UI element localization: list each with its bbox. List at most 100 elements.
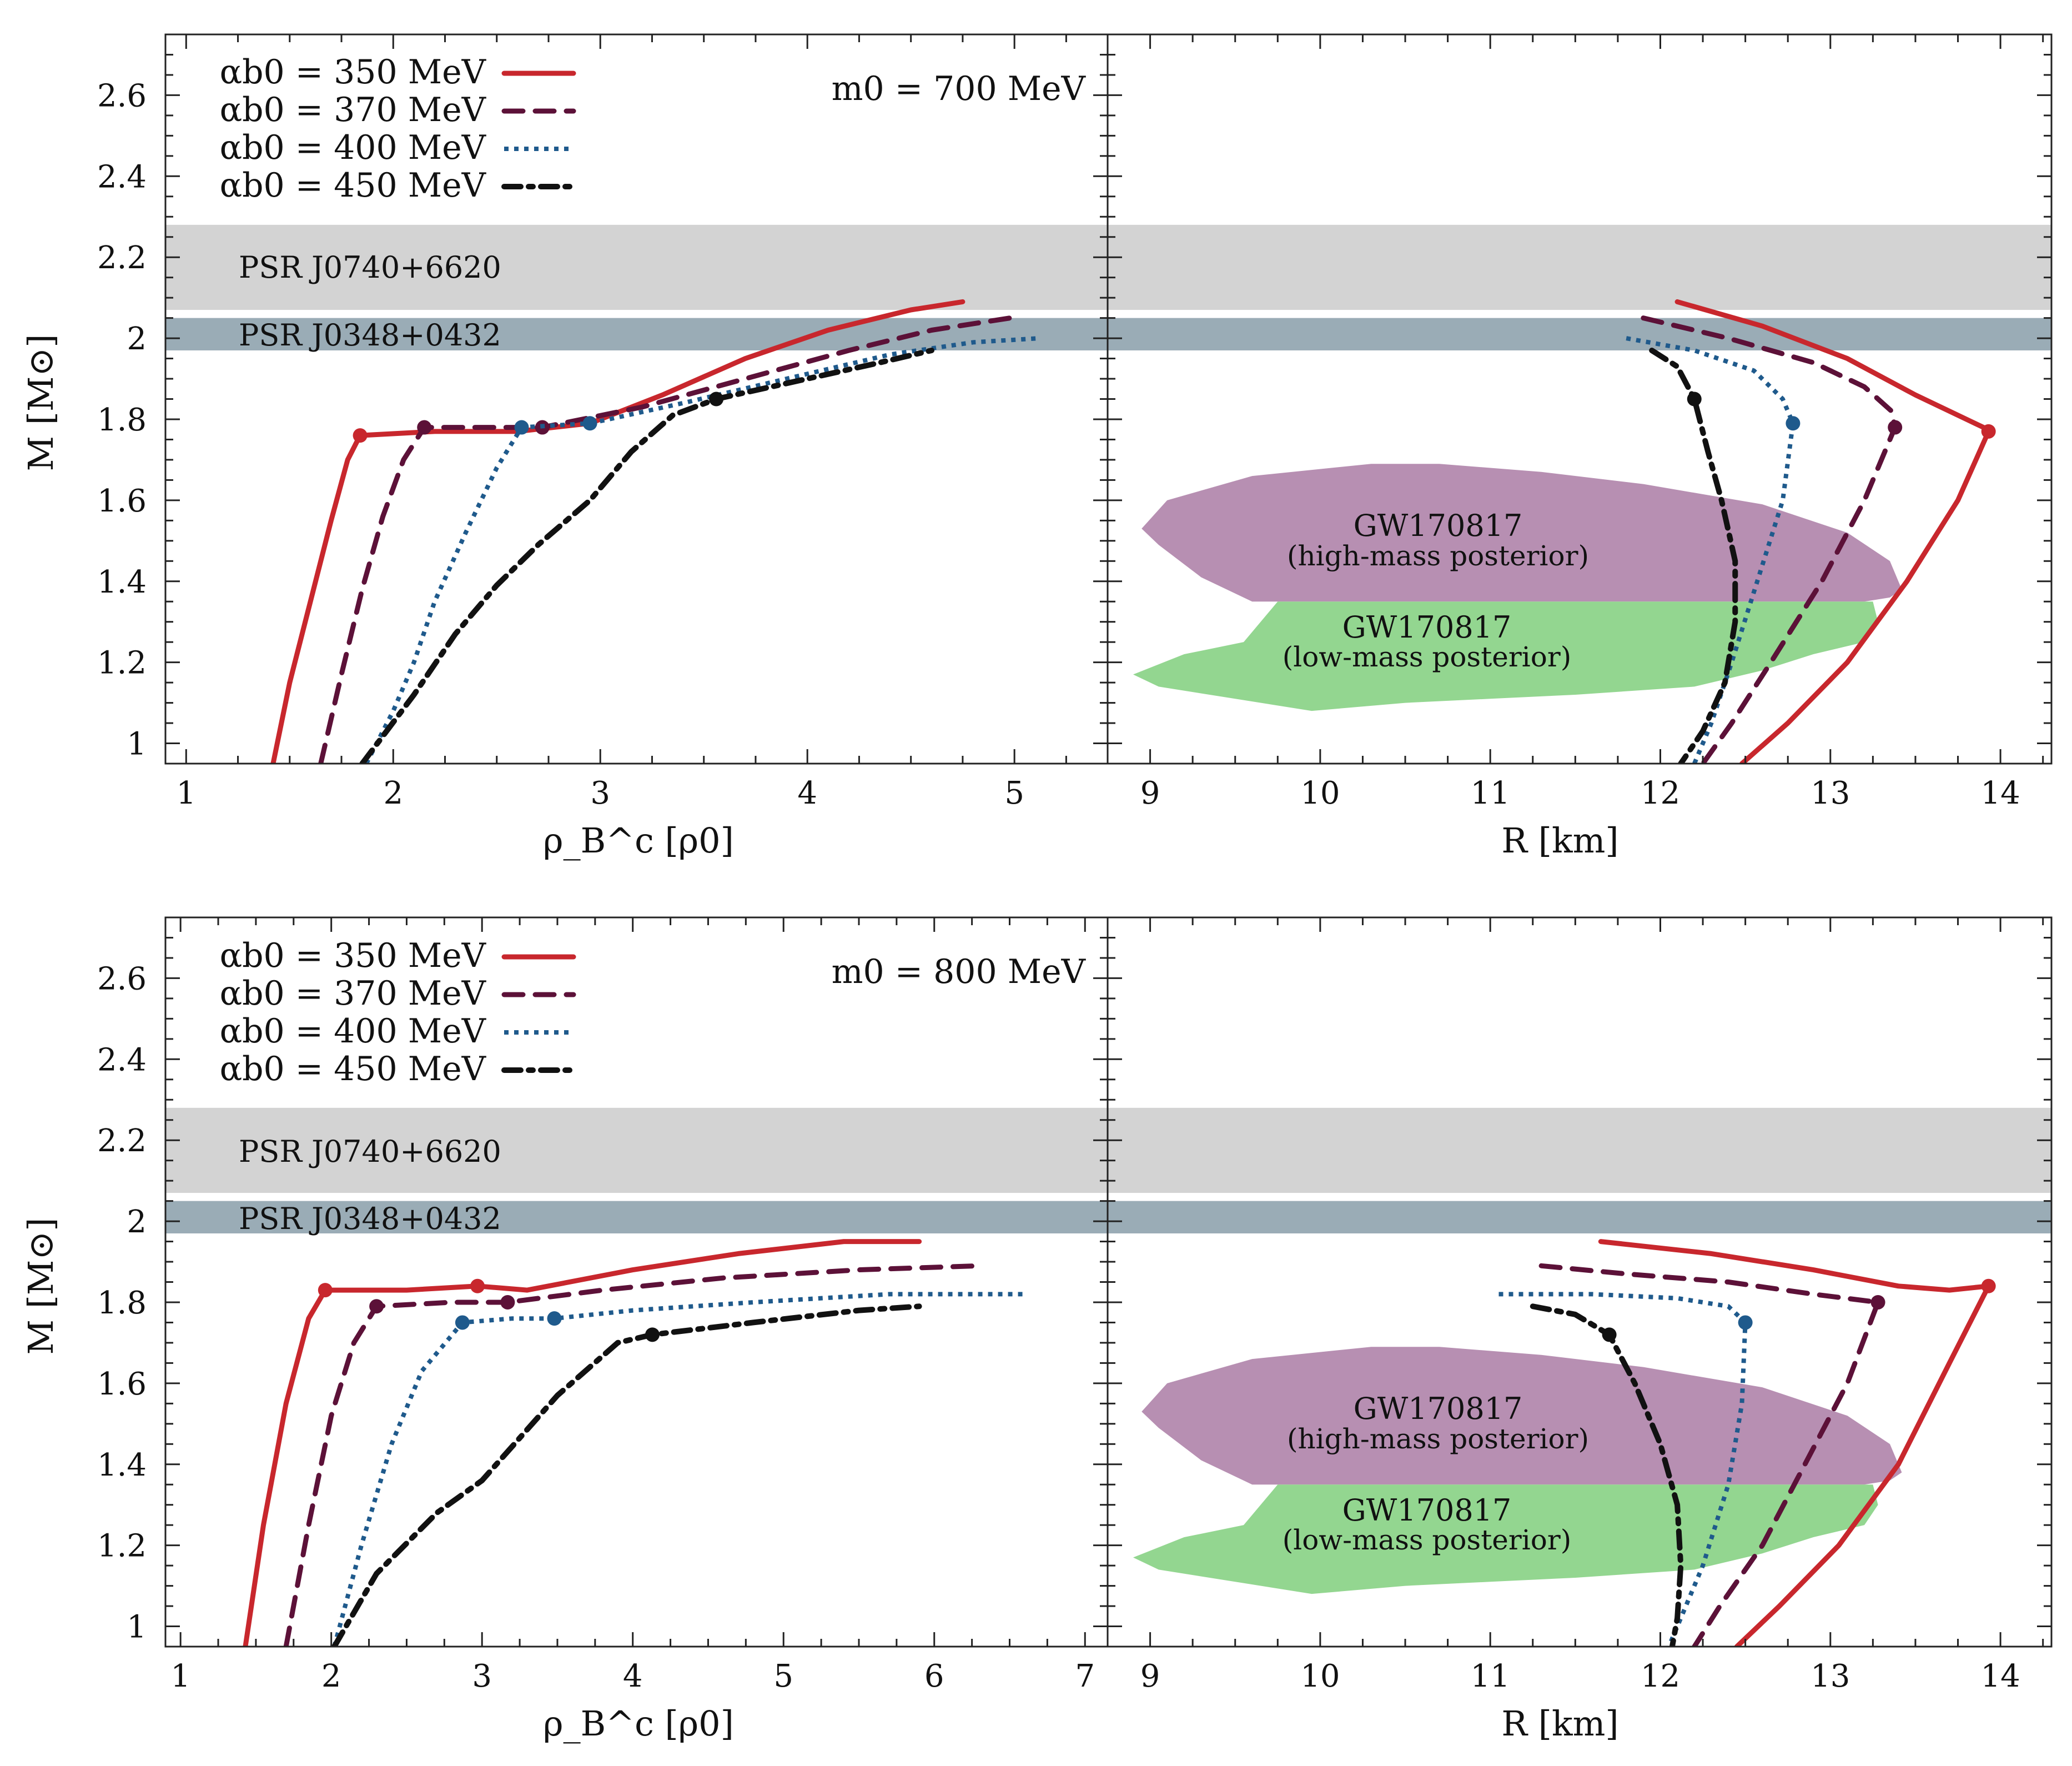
gw-low-sub-bottom: (low-mass posterior) [1283,1524,1572,1556]
x-axis-title-top-left: ρ_B^c [ρ0] [543,820,734,861]
gw-low-label-bottom: GW170817 [1342,1493,1512,1528]
gw-low-label-top: GW170817 [1342,610,1512,645]
series-marker-b0-450-mev-0 [645,1327,660,1342]
y-tick-label: 2 [127,321,147,357]
x-axis-title-bottom-left: ρ_B^c [ρ0] [543,1703,734,1744]
panel-bottom-right: 9 10 11 12 13 14 [1107,916,2053,1694]
series-marker-b0-450-mev-0 [1687,392,1702,407]
x-tick-label: 14 [1980,775,2020,811]
band-psr-j0740 [1108,224,2051,310]
x-tick-label: 9 [1140,775,1160,811]
x-tick-label: 13 [1811,775,1850,811]
x-tick-label: 10 [1300,1658,1340,1694]
y-tick-label: 1 [127,726,147,762]
y-tick-label: 1.2 [97,645,147,681]
series-line-b0-400-mev [1498,1292,1748,1647]
psr-j0348-label-bottom: PSR J0348+0432 [239,1201,501,1236]
x-tick-label: 1 [176,775,196,811]
x-tick-label: 2 [383,775,403,811]
panel-top-right: 9 10 11 12 13 14 [1107,33,2053,811]
x-tick-label: 5 [773,1658,793,1694]
m0-annotation-top: m0 = 700 MeV [832,69,1087,108]
band-psr-j0348 [165,1201,1108,1233]
x-tick-label: 4 [797,775,817,811]
x-tick-label: 1 [170,1658,190,1694]
x-tick-label: 11 [1471,1658,1510,1694]
legend-label-350: αb0 = 350 MeV [220,936,487,975]
series-marker-b0-350-mev-0 [318,1283,333,1298]
series-marker-b0-400-mev-0 [514,420,529,435]
legend-top: αb0 = 350 MeV αb0 = 370 MeV αb0 = 400 Me… [220,53,576,205]
x-tick-label: 13 [1811,1658,1850,1694]
series-marker-b0-370-mev-0 [1888,420,1903,435]
legend-label-450: αb0 = 450 MeV [220,166,487,205]
gw-region-high-mass [1141,464,1902,602]
band-psr-j0740 [1108,1107,2051,1193]
gw-high-sub-bottom: (high-mass posterior) [1287,1423,1589,1455]
gw-high-label-bottom: GW170817 [1354,1391,1523,1426]
x-tick-label: 3 [472,1658,492,1694]
gw-low-sub-top: (low-mass posterior) [1283,641,1572,673]
x-tick-label: 9 [1140,1658,1160,1694]
x-axis-title-top-right: R [km] [1501,820,1618,861]
band-psr-j0348 [165,318,1108,350]
band-psr-j0740 [165,224,1108,310]
series-marker-b0-370-mev-0 [417,420,432,435]
y-tick-label: 2.4 [97,159,147,195]
gw-region-low-mass [1133,601,1878,711]
y-tick-label: 1.6 [97,1366,147,1402]
series-marker-b0-400-mev-0 [1786,416,1801,431]
series-marker-b0-350-mev-0 [1981,1278,1996,1293]
x-tick-label: 12 [1641,1658,1680,1694]
series-line-b0-370-mev [318,315,1013,764]
series-marker-b0-370-mev-1 [500,1295,515,1310]
y-axis-title-bottom: M [M⊙] [21,1217,61,1354]
x-tick-label: 5 [1004,775,1024,811]
band-psr-j0348 [1108,1201,2051,1233]
series-line-b0-370-mev [1538,1263,1881,1647]
legend-label-350: αb0 = 350 MeV [220,53,487,92]
legend-label-400: αb0 = 400 MeV [220,128,487,167]
legend-label-370: αb0 = 370 MeV [220,974,487,1013]
legend-label-400: αb0 = 400 MeV [220,1012,487,1051]
legend-label-370: αb0 = 370 MeV [220,91,487,129]
y-tick-label: 2.2 [97,1123,147,1159]
x-tick-label: 10 [1300,775,1340,811]
y-tick-label: 1.4 [97,564,147,600]
series-marker-b0-400-mev-1 [582,416,597,431]
series-line-b0-350-mev [243,1239,922,1647]
series-marker-b0-400-mev-0 [1738,1315,1753,1330]
psr-j0740-label-top: PSR J0740+6620 [239,250,501,285]
psr-j0740-label-bottom: PSR J0740+6620 [239,1134,501,1169]
panel-top-left: 1 2 3 4 5 1 1.2 1.4 1.6 1.8 2 2.2 2.4 2.6 [97,33,1109,811]
y-tick-label: 1 [127,1609,147,1645]
gw-high-label-top: GW170817 [1354,508,1523,543]
gw-region-high-mass [1141,1347,1902,1485]
y-tick-label: 2.6 [97,78,147,114]
y-tick-label: 2.4 [97,1042,147,1078]
series-line-b0-450-mev [331,1303,922,1647]
series-marker-b0-450-mev-0 [1602,1327,1617,1342]
x-tick-label: 2 [321,1658,341,1694]
series-marker-b0-350-mev-0 [353,428,368,443]
series-line-b0-450-mev [1649,348,1738,764]
series-marker-b0-400-mev-1 [547,1311,562,1326]
series-marker-b0-400-mev-0 [455,1315,470,1330]
x-tick-label: 12 [1641,775,1680,811]
x-tick-label: 7 [1075,1658,1095,1694]
series-marker-b0-350-mev-0 [1981,424,1996,439]
panel-bottom-left: 1 2 3 4 5 6 7 1 1.2 1.4 1.6 1.8 2 2.2 2.4 2.6 [97,916,1109,1694]
series-marker-b0-450-mev-0 [709,392,724,407]
x-tick-label: 6 [924,1658,944,1694]
y-tick-label: 1.4 [97,1447,147,1483]
y-tick-label: 2 [127,1204,147,1240]
x-tick-label: 4 [623,1658,643,1694]
y-tick-label: 1.6 [97,483,147,519]
y-tick-label: 2.2 [97,240,147,276]
y-tick-label: 1.8 [97,1285,147,1321]
x-tick-label: 3 [590,775,610,811]
x-tick-label: 14 [1980,1658,2020,1694]
y-tick-label: 1.8 [97,402,147,438]
x-tick-label: 11 [1471,775,1510,811]
legend-label-450: αb0 = 450 MeV [220,1050,487,1088]
